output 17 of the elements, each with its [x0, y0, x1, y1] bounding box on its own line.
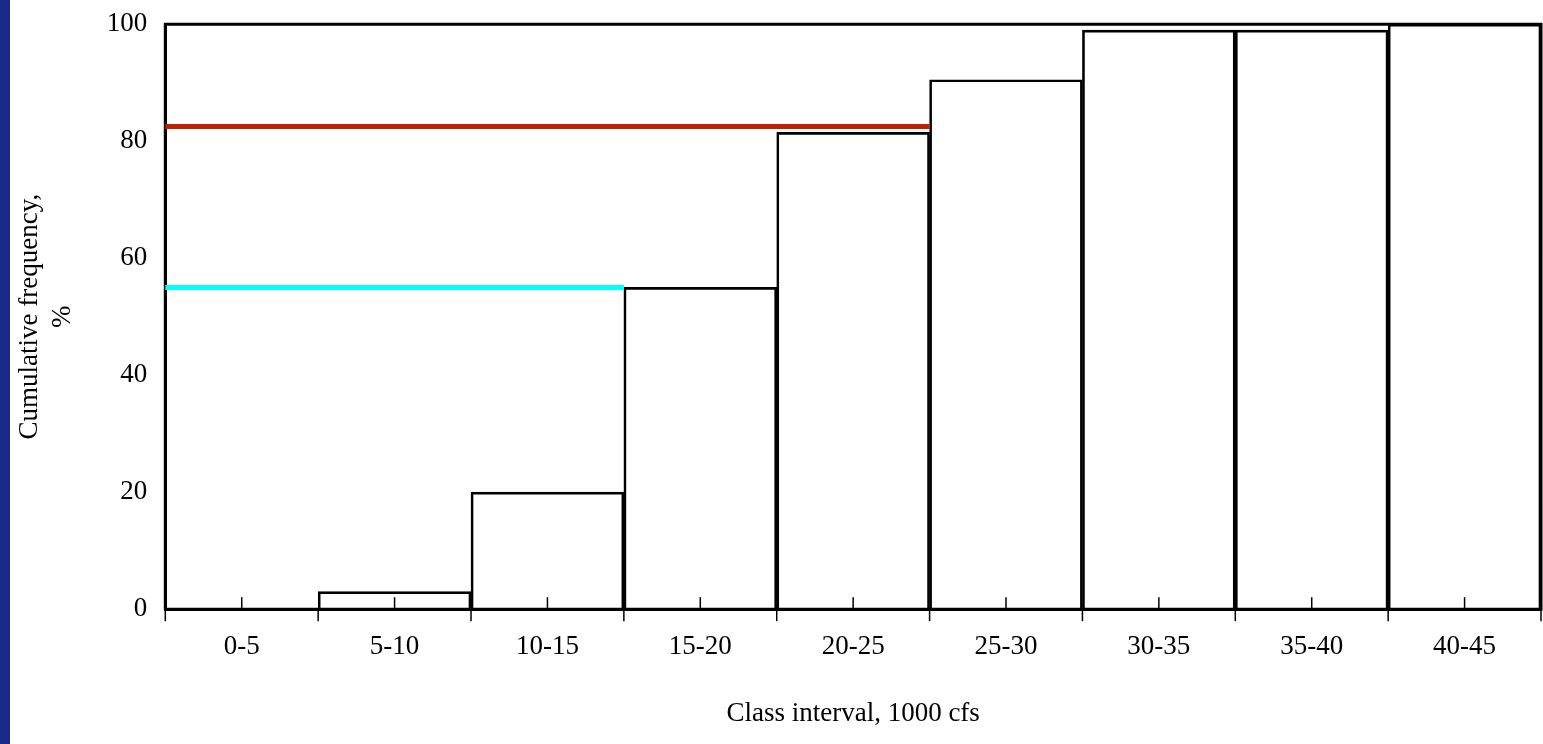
x-tick-label: 0-5 [223, 630, 260, 661]
x-tick-label: 30-35 [1127, 630, 1191, 661]
y-tick-label: 80 [120, 124, 148, 155]
x-tick-label: 40-45 [1433, 630, 1497, 661]
y-tick-label: 20 [120, 475, 148, 506]
x-axis-title: Class interval, 1000 cfs [726, 696, 980, 727]
y-tick-label: 100 [106, 7, 148, 38]
x-tick-label: 10-15 [515, 630, 579, 661]
y-axis-title: Cumulative frequency, % [13, 193, 76, 440]
y-tick-label: 0 [133, 592, 148, 623]
x-tick-label: 25-30 [974, 630, 1038, 661]
x-tick-label: 20-25 [821, 630, 885, 661]
x-tick-label: 5-10 [369, 630, 420, 661]
y-tick-label: 60 [120, 241, 148, 272]
y-tick-label: 40 [120, 358, 148, 389]
x-tick-label: 35-40 [1280, 630, 1344, 661]
x-tick-label: 15-20 [668, 630, 732, 661]
